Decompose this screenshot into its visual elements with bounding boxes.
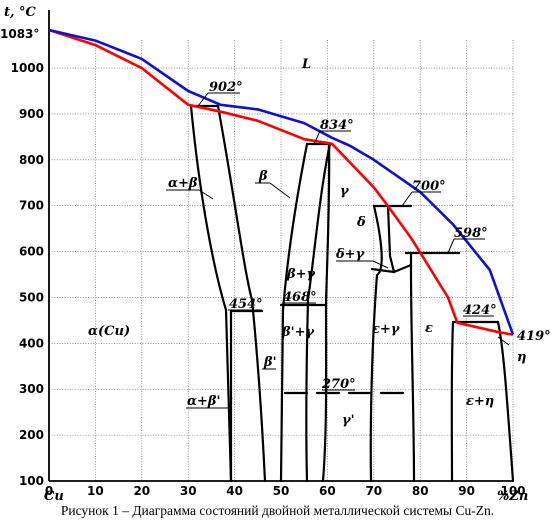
phase-boundaries xyxy=(189,104,515,483)
x-tick-label: 90 xyxy=(458,484,475,498)
y-tick-label: 200 xyxy=(19,428,44,442)
x-tick-label: 30 xyxy=(180,484,197,498)
x-tick-label: 0 xyxy=(45,484,53,498)
y-tick-label: 1000 xyxy=(11,61,44,75)
label-alpha-beta-prime: α+β' xyxy=(187,394,221,409)
beta-left-boundary xyxy=(216,104,267,483)
y-top-label: 1083° xyxy=(0,27,39,41)
label-gamma-prime: γ' xyxy=(342,413,355,428)
label-epsilon-gamma: ε+γ xyxy=(372,322,401,337)
temp-270: 270° xyxy=(321,377,356,392)
beta-right-boundary xyxy=(279,142,309,483)
label-delta: δ xyxy=(356,215,366,230)
temp-834: 834° xyxy=(320,118,354,133)
label-L: L xyxy=(301,57,311,72)
label-epsilon-eta: ε+η xyxy=(466,394,494,409)
label-alpha-cu: α(Cu) xyxy=(88,324,130,339)
label-epsilon: ε xyxy=(425,321,433,336)
epsilon-gamma-left xyxy=(369,204,383,483)
x-start-label: Cu xyxy=(44,489,64,504)
x-tick-label: 70 xyxy=(365,484,382,498)
temp-454: 454° xyxy=(229,297,263,312)
x-tick-label: 20 xyxy=(133,484,150,498)
label-beta: β xyxy=(258,169,268,184)
gamma-right-boundary xyxy=(321,142,331,483)
phase-labels: L β γ δ ε η α(Cu) α+β β+γ δ+γ β' β'+γ ε+… xyxy=(88,57,526,428)
solidus-curve xyxy=(48,28,514,336)
label-gamma: γ xyxy=(340,184,350,199)
label-eta: η xyxy=(517,350,526,365)
temp-419: 419° xyxy=(517,329,551,344)
figure-caption: Рисунок 1 – Диаграмма состояний двойной … xyxy=(60,503,495,518)
x-tick-label: 80 xyxy=(412,484,429,498)
y-tick-label: 500 xyxy=(19,290,44,304)
epsilon-left-boundary xyxy=(409,251,416,483)
temp-468: 468° xyxy=(283,290,317,305)
y-tick-label: 300 xyxy=(19,382,44,396)
y-tick-label: 700 xyxy=(19,199,44,213)
delta-right-boundary xyxy=(386,204,413,274)
y-tick-label: 400 xyxy=(19,336,44,350)
label-leaders xyxy=(166,92,510,409)
x-tick-label: 50 xyxy=(273,484,290,498)
temp-700: 700° xyxy=(412,179,446,194)
tick-labels: 100 200 300 400 500 600 700 800 900 1000 0 10 20 30 40… xyxy=(11,61,526,498)
label-beta-gamma: β+γ xyxy=(286,267,317,282)
label-alpha-beta: α+β xyxy=(168,176,198,191)
liquidus-curve xyxy=(48,28,515,336)
x-end-label: %Zn xyxy=(497,489,528,504)
label-beta-prime: β' xyxy=(263,355,277,370)
y-tick-label: 800 xyxy=(19,153,44,167)
gamma-left-boundary xyxy=(305,142,332,483)
temp-598: 598° xyxy=(454,226,488,241)
y-tick-label: 900 xyxy=(19,107,44,121)
label-delta-gamma: δ+γ xyxy=(335,247,366,262)
y-tick-label: 100 xyxy=(19,474,44,488)
y-axis-label: t, °C xyxy=(4,5,37,20)
x-tick-label: 40 xyxy=(226,484,243,498)
x-tick-label: 100 xyxy=(500,484,525,498)
epsilon-right-boundary xyxy=(450,320,455,483)
temp-424: 424° xyxy=(463,303,497,318)
eta-boundary xyxy=(496,320,515,483)
label-beta-prime-gamma: β'+γ xyxy=(281,325,316,340)
temp-902: 902° xyxy=(209,80,243,95)
alpha-solvus xyxy=(189,104,233,483)
x-tick-label: 10 xyxy=(87,484,104,498)
x-tick-label: 60 xyxy=(319,484,336,498)
delta-gamma-link xyxy=(370,267,396,274)
temperature-labels: 902° 834° 700° 598° 424° 419° 454° 468° … xyxy=(209,80,551,392)
y-tick-label: 600 xyxy=(19,245,44,259)
